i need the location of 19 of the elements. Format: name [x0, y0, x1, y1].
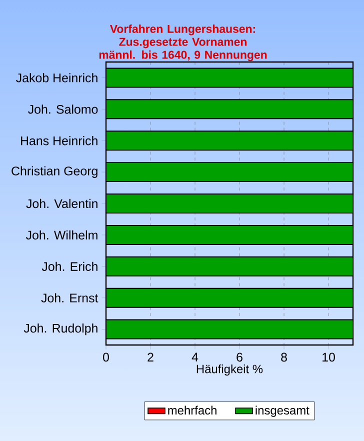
x-tick-label: 8 — [281, 352, 287, 362]
y-tick-label: Joh. Salomo — [28, 104, 98, 114]
y-tick-label: Joh. Wilhelm — [26, 230, 98, 240]
y-tick-label: Jakob Heinrich — [16, 73, 98, 82]
x-tick-label: 4 — [192, 352, 198, 362]
x-tick-label: 6 — [236, 352, 242, 362]
y-tick-label: Joh. Erich — [42, 262, 98, 271]
chart-title: Vorfahren Lungershausen: Zus.gesetzte Vornamen männl. bis 1640, 9 Nennungen — [99, 24, 267, 62]
x-tick-label: 10 — [322, 352, 335, 362]
y-tick-label: Joh. Rudolph — [24, 323, 98, 336]
x-tick-label: 2 — [148, 352, 154, 362]
y-tick-label: Christian Georg — [12, 166, 98, 178]
text: insgesamt — [256, 406, 310, 417]
y-tick-label: Joh. Valentin — [26, 198, 98, 208]
x-tick-label: 0 — [103, 352, 109, 362]
y-tick-label: Hans Heinrich — [21, 136, 98, 146]
y-tick-label: Joh. Ernst — [41, 293, 98, 302]
legend-label: mehrfach — [168, 406, 216, 415]
x-axis-title: Häufigkeit % — [196, 364, 263, 376]
